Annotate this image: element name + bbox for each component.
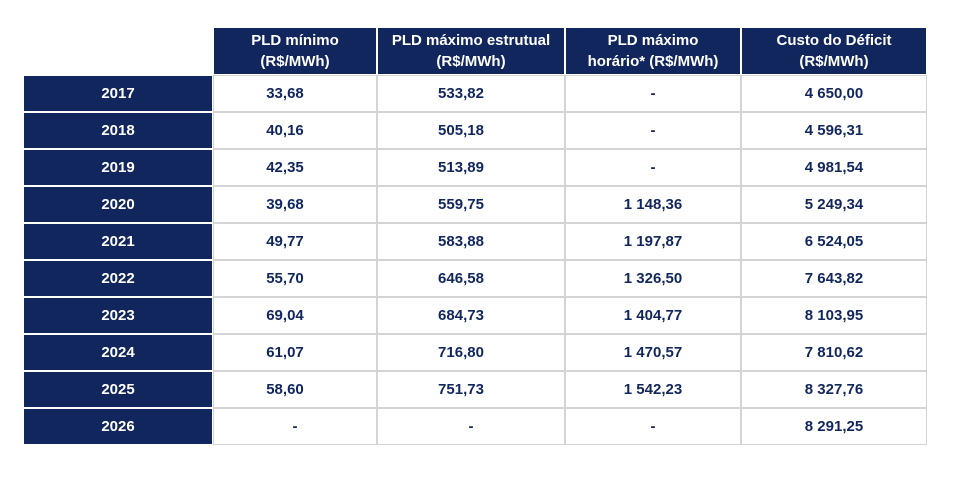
- pld-max-estr-cell: 751,73: [378, 372, 564, 407]
- pld-max-hor-cell: -: [566, 150, 740, 185]
- custo-deficit-cell: 8 103,95: [742, 298, 926, 333]
- pld-max-estr-cell: 716,80: [378, 335, 564, 370]
- pld-max-hor-cell: 1 542,23: [566, 372, 740, 407]
- pld-max-estr-cell: 583,88: [378, 224, 564, 259]
- header-custo-deficit: Custo do Déficit (R$/MWh): [742, 28, 926, 74]
- pld-min-cell: 55,70: [214, 261, 376, 296]
- pld-max-hor-cell: -: [566, 409, 740, 444]
- table-row: 2019 42,35 513,89 - 4 981,54: [24, 150, 926, 185]
- pld-max-estr-cell: 533,82: [378, 76, 564, 111]
- pld-max-estr-cell: 646,58: [378, 261, 564, 296]
- custo-deficit-cell: 6 524,05: [742, 224, 926, 259]
- custo-deficit-cell: 4 596,31: [742, 113, 926, 148]
- custo-deficit-cell: 7 810,62: [742, 335, 926, 370]
- pld-min-cell: 40,16: [214, 113, 376, 148]
- pld-min-cell: -: [214, 409, 376, 444]
- pld-max-estr-cell: -: [378, 409, 564, 444]
- pld-max-hor-cell: 1 404,77: [566, 298, 740, 333]
- table-row: 2023 69,04 684,73 1 404,77 8 103,95: [24, 298, 926, 333]
- year-cell: 2017: [24, 76, 212, 111]
- custo-deficit-cell: 8 327,76: [742, 372, 926, 407]
- table-row: 2017 33,68 533,82 - 4 650,00: [24, 76, 926, 111]
- year-cell: 2026: [24, 409, 212, 444]
- pld-max-hor-cell: 1 470,57: [566, 335, 740, 370]
- year-cell: 2021: [24, 224, 212, 259]
- header-pld-maximo-horario: PLD máximo horário* (R$/MWh): [566, 28, 740, 74]
- year-cell: 2022: [24, 261, 212, 296]
- header-pld-minimo: PLD mínimo (R$/MWh): [214, 28, 376, 74]
- pld-max-estr-cell: 559,75: [378, 187, 564, 222]
- pld-min-cell: 58,60: [214, 372, 376, 407]
- year-cell: 2019: [24, 150, 212, 185]
- table-row: 2021 49,77 583,88 1 197,87 6 524,05: [24, 224, 926, 259]
- table-header: PLD mínimo (R$/MWh) PLD máximo estrutual…: [24, 28, 926, 74]
- year-cell: 2025: [24, 372, 212, 407]
- custo-deficit-cell: 8 291,25: [742, 409, 926, 444]
- header-pld-maximo-estrutual: PLD máximo estrutual (R$/MWh): [378, 28, 564, 74]
- custo-deficit-cell: 4 650,00: [742, 76, 926, 111]
- custo-deficit-cell: 4 981,54: [742, 150, 926, 185]
- custo-deficit-cell: 5 249,34: [742, 187, 926, 222]
- pld-min-cell: 33,68: [214, 76, 376, 111]
- pld-max-hor-cell: 1 326,50: [566, 261, 740, 296]
- year-cell: 2024: [24, 335, 212, 370]
- table-row: 2022 55,70 646,58 1 326,50 7 643,82: [24, 261, 926, 296]
- year-cell: 2023: [24, 298, 212, 333]
- pld-table: PLD mínimo (R$/MWh) PLD máximo estrutual…: [22, 26, 928, 446]
- table-body: 2017 33,68 533,82 - 4 650,00 2018 40,16 …: [24, 76, 926, 444]
- pld-min-cell: 39,68: [214, 187, 376, 222]
- pld-min-cell: 42,35: [214, 150, 376, 185]
- table-row: 2024 61,07 716,80 1 470,57 7 810,62: [24, 335, 926, 370]
- pld-max-estr-cell: 513,89: [378, 150, 564, 185]
- pld-max-hor-cell: -: [566, 113, 740, 148]
- pld-min-cell: 69,04: [214, 298, 376, 333]
- header-corner: [24, 28, 212, 74]
- pld-max-estr-cell: 505,18: [378, 113, 564, 148]
- table-row: 2020 39,68 559,75 1 148,36 5 249,34: [24, 187, 926, 222]
- pld-max-hor-cell: -: [566, 76, 740, 111]
- pld-min-cell: 49,77: [214, 224, 376, 259]
- pld-max-estr-cell: 684,73: [378, 298, 564, 333]
- year-cell: 2018: [24, 113, 212, 148]
- pld-max-hor-cell: 1 148,36: [566, 187, 740, 222]
- table-row: 2026 - - - 8 291,25: [24, 409, 926, 444]
- year-cell: 2020: [24, 187, 212, 222]
- table-row: 2025 58,60 751,73 1 542,23 8 327,76: [24, 372, 926, 407]
- custo-deficit-cell: 7 643,82: [742, 261, 926, 296]
- pld-max-hor-cell: 1 197,87: [566, 224, 740, 259]
- pld-min-cell: 61,07: [214, 335, 376, 370]
- table-row: 2018 40,16 505,18 - 4 596,31: [24, 113, 926, 148]
